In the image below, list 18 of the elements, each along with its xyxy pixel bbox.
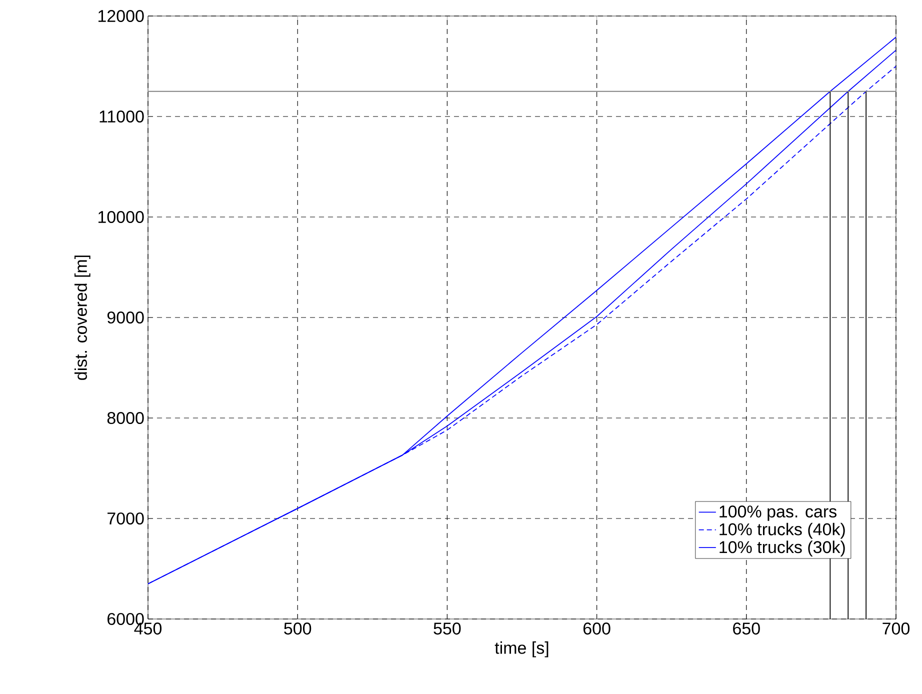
- legend-label: 10% trucks (40k): [720, 522, 845, 539]
- x-tick-label: 600: [583, 622, 610, 635]
- y-tick-label: 12000: [98, 10, 144, 22]
- y-tick-label: 7000: [108, 512, 144, 525]
- x-tick-label: 450: [134, 622, 162, 635]
- x-tick-label: 650: [733, 622, 760, 635]
- y-tick-label: 9000: [107, 311, 144, 324]
- x-axis-title: time [s]: [494, 641, 548, 658]
- y-axis-title: dist. covered [m]: [74, 256, 90, 380]
- x-tick-label: 700: [882, 622, 910, 635]
- x-tick-label: 500: [284, 622, 312, 635]
- y-tick-label: 6000: [108, 612, 144, 626]
- legend-label: 10% trucks (30k): [720, 540, 845, 557]
- y-tick-label: 10000: [98, 210, 144, 224]
- y-tick-label: 11000: [100, 110, 144, 123]
- x-tick-label: 550: [434, 622, 461, 635]
- y-tick-label: 8000: [107, 412, 144, 424]
- legend-label: 100% pas. cars: [720, 505, 836, 521]
